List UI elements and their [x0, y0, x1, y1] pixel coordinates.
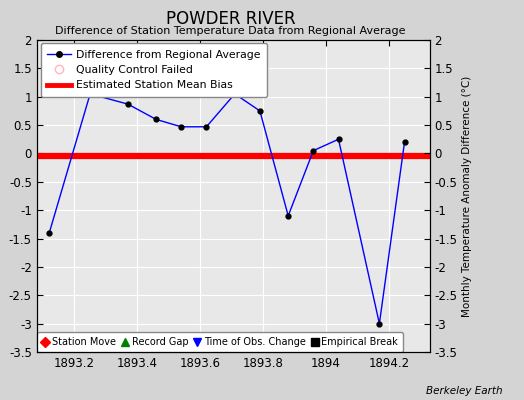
Text: Difference of Station Temperature Data from Regional Average: Difference of Station Temperature Data f… [56, 26, 406, 36]
Text: POWDER RIVER: POWDER RIVER [166, 10, 296, 28]
Y-axis label: Monthly Temperature Anomaly Difference (°C): Monthly Temperature Anomaly Difference (… [462, 75, 472, 317]
Text: Berkeley Earth: Berkeley Earth [427, 386, 503, 396]
Legend: Station Move, Record Gap, Time of Obs. Change, Empirical Break: Station Move, Record Gap, Time of Obs. C… [37, 332, 403, 352]
